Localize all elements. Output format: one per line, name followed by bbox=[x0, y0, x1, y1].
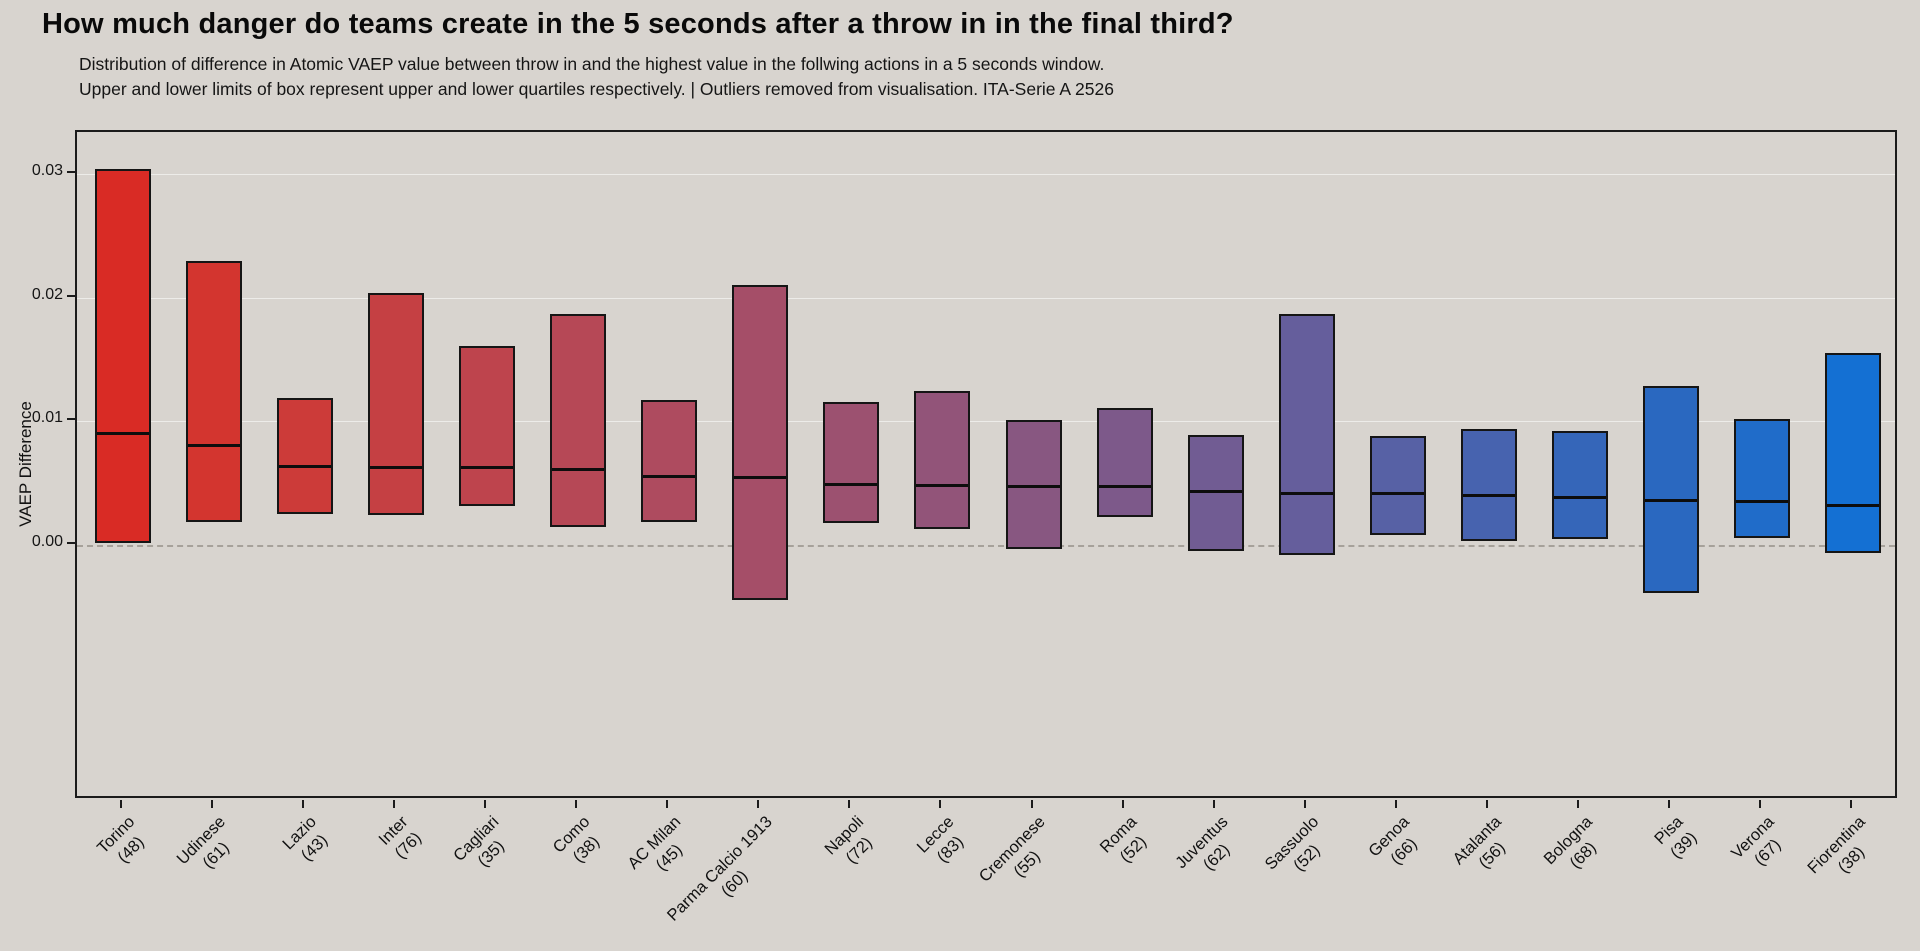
median-line bbox=[96, 431, 149, 435]
median-line bbox=[1554, 496, 1607, 500]
x-tick-mark bbox=[1668, 800, 1671, 808]
chart-title: How much danger do teams create in the 5… bbox=[42, 8, 1234, 40]
x-tick-mark bbox=[575, 800, 578, 808]
x-tick-mark bbox=[939, 800, 942, 808]
median-line bbox=[916, 483, 969, 487]
median-line bbox=[1007, 485, 1060, 489]
zero-line bbox=[77, 545, 1895, 548]
median-line bbox=[1280, 492, 1333, 496]
x-tick-label-verona: Verona (67) bbox=[1727, 812, 1793, 878]
x-tick-label-sassuolo: Sassuolo (52) bbox=[1261, 812, 1338, 889]
box-fiorentina bbox=[1825, 353, 1882, 553]
x-tick-mark bbox=[210, 800, 213, 808]
box-udinese bbox=[185, 260, 242, 522]
x-tick-mark bbox=[848, 800, 851, 808]
x-tick-label-bologna: Bologna (68) bbox=[1539, 812, 1611, 884]
x-tick-label-como: Como (38) bbox=[549, 812, 609, 872]
x-tick-mark bbox=[757, 800, 760, 808]
box-lecce bbox=[914, 390, 971, 530]
x-tick-label-fiorentina: Fiorentina (38) bbox=[1804, 812, 1885, 893]
x-tick-label-cagliari: Cagliari (35) bbox=[449, 812, 518, 881]
box-torino bbox=[94, 169, 151, 543]
median-line bbox=[1189, 489, 1242, 493]
y-tick-mark bbox=[67, 418, 75, 421]
x-tick-mark bbox=[1303, 800, 1306, 808]
x-tick-mark bbox=[301, 800, 304, 808]
box-juventus bbox=[1187, 435, 1244, 552]
box-cagliari bbox=[458, 346, 515, 506]
y-tick-label: 0.02 bbox=[31, 285, 63, 303]
x-tick-mark bbox=[1121, 800, 1124, 808]
x-tick-label-pisa: Pisa (39) bbox=[1651, 812, 1703, 864]
x-tick-mark bbox=[392, 800, 395, 808]
box-sassuolo bbox=[1278, 313, 1335, 556]
x-tick-label-torino: Torino (48) bbox=[93, 812, 154, 873]
x-tick-mark bbox=[1759, 800, 1762, 808]
box-parma-calcio-1913 bbox=[732, 285, 789, 600]
median-line bbox=[552, 467, 605, 471]
x-tick-mark bbox=[483, 800, 486, 808]
median-line bbox=[1371, 492, 1424, 496]
median-line bbox=[1827, 503, 1880, 507]
x-tick-label-genoa: Genoa (66) bbox=[1365, 812, 1429, 876]
x-tick-label-ac-milan: AC Milan (45) bbox=[624, 812, 701, 889]
box-verona bbox=[1734, 418, 1791, 538]
chart-subtitle: Distribution of difference in Atomic VAE… bbox=[79, 52, 1114, 102]
median-line bbox=[825, 482, 878, 486]
x-tick-label-roma: Roma (52) bbox=[1096, 812, 1156, 872]
x-tick-label-inter: Inter (76) bbox=[374, 812, 427, 865]
x-tick-mark bbox=[119, 800, 122, 808]
chart-subtitle-line-2: Upper and lower limits of box represent … bbox=[79, 78, 1114, 99]
gridline bbox=[77, 421, 1895, 423]
median-line bbox=[1463, 493, 1516, 497]
x-tick-label-lazio: Lazio (43) bbox=[279, 812, 336, 869]
box-lazio bbox=[276, 397, 333, 515]
y-tick-mark bbox=[67, 542, 75, 545]
box-napoli bbox=[823, 401, 880, 523]
x-tick-mark bbox=[666, 800, 669, 808]
x-tick-label-juventus: Juventus (62) bbox=[1171, 812, 1247, 888]
box-genoa bbox=[1369, 436, 1426, 536]
box-como bbox=[550, 313, 607, 527]
median-line bbox=[187, 444, 240, 448]
box-ac-milan bbox=[641, 400, 698, 522]
box-pisa bbox=[1643, 385, 1700, 594]
x-tick-label-lecce: Lecce (83) bbox=[913, 812, 973, 872]
gridline bbox=[77, 297, 1895, 299]
median-line bbox=[460, 466, 513, 470]
y-tick-label: 0.01 bbox=[31, 409, 63, 427]
chart-subtitle-line-1: Distribution of difference in Atomic VAE… bbox=[79, 54, 1105, 74]
x-tick-label-udinese: Udinese (61) bbox=[173, 812, 245, 884]
y-tick-mark bbox=[67, 294, 75, 297]
x-tick-mark bbox=[1850, 800, 1853, 808]
gridline bbox=[77, 174, 1895, 176]
x-tick-label-atalanta: Atalanta (56) bbox=[1448, 812, 1520, 884]
x-tick-mark bbox=[1394, 800, 1397, 808]
median-line bbox=[369, 466, 422, 470]
box-bologna bbox=[1552, 431, 1609, 539]
plot-area bbox=[75, 130, 1897, 798]
median-line bbox=[734, 476, 787, 480]
box-atalanta bbox=[1461, 428, 1518, 542]
median-line bbox=[1098, 485, 1151, 488]
y-tick-mark bbox=[67, 171, 75, 174]
x-tick-mark bbox=[1030, 800, 1033, 808]
median-line bbox=[1736, 499, 1789, 503]
median-line bbox=[278, 465, 331, 469]
y-tick-label: 0.00 bbox=[31, 533, 63, 551]
box-roma bbox=[1096, 407, 1153, 517]
box-cremonese bbox=[1005, 420, 1062, 549]
box-inter bbox=[367, 292, 424, 516]
x-tick-label-cremonese: Cremonese (55) bbox=[975, 812, 1064, 901]
x-tick-mark bbox=[1486, 800, 1489, 808]
median-line bbox=[643, 475, 696, 479]
median-line bbox=[1645, 498, 1698, 502]
x-tick-mark bbox=[1577, 800, 1580, 808]
x-tick-label-napoli: Napoli (72) bbox=[820, 812, 882, 874]
y-tick-label: 0.03 bbox=[31, 162, 63, 180]
x-tick-mark bbox=[1212, 800, 1215, 808]
